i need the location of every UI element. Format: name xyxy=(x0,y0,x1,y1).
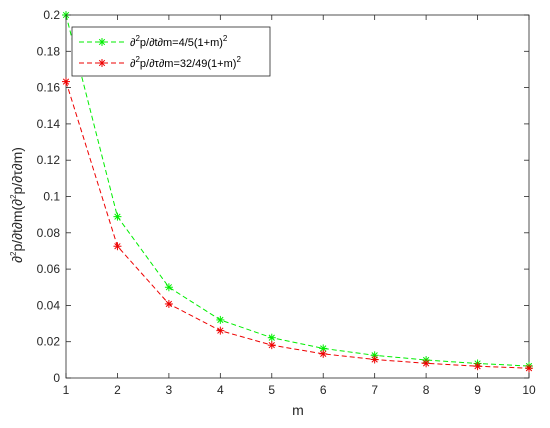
legend: ∂2p/∂t∂m=4/5(1+m)2 ∂2p/∂τ∂m=32/49(1+m)2 xyxy=(71,26,271,77)
ticks-layer: 1 2 3 4 5 6 7 8 9 10 0 0.02 0.04 0.06 0.08 0.1 0.12 0.14 0… xyxy=(37,8,536,397)
legend-red-marker xyxy=(98,59,106,67)
series-line-1 xyxy=(65,81,530,369)
x-tick-label: 7 xyxy=(371,383,378,397)
x-tick-label: 5 xyxy=(268,383,275,397)
y-tick-label: 0.18 xyxy=(37,44,61,58)
legend-box xyxy=(71,26,271,77)
x-tick-label: 8 xyxy=(423,383,430,397)
y-tick-label: 0.02 xyxy=(37,335,61,349)
data-point-marker xyxy=(473,362,482,371)
data-point-marker xyxy=(113,212,122,221)
y-tick-label: 0.08 xyxy=(37,226,61,240)
data-point-marker xyxy=(216,315,225,324)
data-point-marker xyxy=(267,333,276,342)
series-layer xyxy=(62,11,533,373)
y-tick-label: 0.1 xyxy=(43,190,60,204)
x-tick-label: 2 xyxy=(114,383,121,397)
y-tick-label: 0.12 xyxy=(37,153,61,167)
y-tick-label: 0.2 xyxy=(43,8,60,22)
y-axis-title: ∂2p/∂t∂m(∂2p/∂τ∂m) xyxy=(9,147,25,263)
data-point-marker xyxy=(525,364,533,373)
x-tick-label: 6 xyxy=(320,383,327,397)
data-point-marker xyxy=(164,283,173,292)
legend-green-label: ∂2p/∂t∂m=4/5(1+m)2 xyxy=(130,34,228,49)
x-axis-title: m xyxy=(292,402,304,418)
legend-marker-asterisk xyxy=(98,38,106,46)
x-tick-label: 10 xyxy=(522,383,536,397)
x-tick-label: 9 xyxy=(474,383,481,397)
legend-green-marker xyxy=(98,38,106,46)
data-point-marker xyxy=(113,242,122,251)
series-line-0 xyxy=(65,14,530,367)
y-tick-label: 0 xyxy=(53,371,60,385)
y-tick-label: 0.14 xyxy=(37,117,61,131)
y-tick-label: 0.06 xyxy=(37,262,61,276)
y-tick-label: 0.16 xyxy=(37,81,61,95)
x-tick-label: 4 xyxy=(217,383,224,397)
y-tick-label: 0.04 xyxy=(37,298,61,312)
data-point-marker xyxy=(216,326,225,335)
legend-marker-asterisk xyxy=(98,59,106,67)
data-point-marker xyxy=(422,359,431,368)
data-point-marker xyxy=(370,355,379,364)
data-point-marker xyxy=(164,299,173,308)
legend-red-label: ∂2p/∂τ∂m=32/49(1+m)2 xyxy=(130,55,241,70)
x-tick-label: 3 xyxy=(166,383,173,397)
data-point-marker xyxy=(319,349,328,358)
data-point-marker xyxy=(62,77,70,86)
x-tick-label: 1 xyxy=(63,383,70,397)
data-point-marker xyxy=(267,341,276,350)
